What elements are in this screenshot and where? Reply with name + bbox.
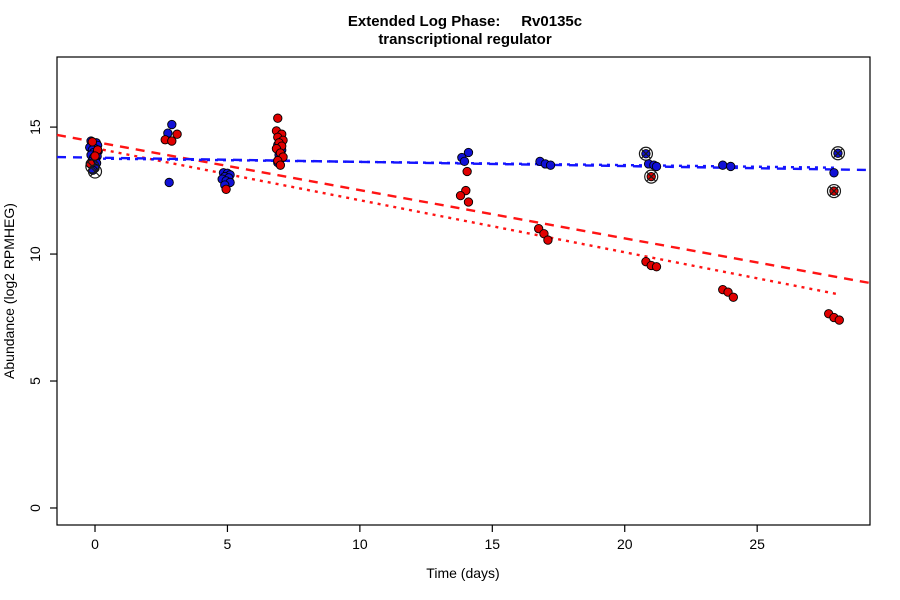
x-tick-label: 25	[749, 536, 765, 552]
outlier-flag-cross	[832, 148, 843, 159]
red-replicates-point	[462, 166, 472, 177]
blue-replicates-point	[651, 161, 662, 172]
y-tick-label: 0	[27, 504, 43, 512]
red-replicates-point	[221, 184, 231, 194]
y-tick-label: 15	[27, 119, 43, 135]
red-dashed-fit	[56, 133, 871, 285]
blue-replicates-point	[726, 161, 736, 172]
blue-replicates-point	[167, 119, 177, 130]
y-axis-label: Abundance (log2 RPMHEG)	[1, 203, 17, 379]
outlier-flag-circle	[87, 164, 103, 179]
outlier-flag-cross	[828, 186, 839, 197]
outlier-flag-circle	[830, 146, 846, 161]
red-replicates-point	[90, 151, 100, 161]
red-replicates-point	[275, 160, 286, 170]
outlier-flag-cross	[640, 148, 651, 159]
red-replicates-point	[728, 292, 738, 302]
x-tick-label: 15	[485, 536, 501, 552]
red-replicates-point	[543, 235, 553, 245]
x-tick-label: 5	[224, 536, 232, 552]
blue-replicates-point	[545, 160, 556, 170]
red-dotted-fit	[94, 146, 837, 296]
blue-replicates-point	[459, 156, 470, 167]
red-replicates-point	[172, 129, 182, 139]
red-replicates-point	[87, 137, 98, 147]
blue-replicates-point	[829, 168, 839, 178]
outlier-flag-circle	[638, 146, 654, 161]
red-replicates-point	[463, 197, 474, 207]
chart-title-line2: transcriptional regulator	[378, 31, 552, 48]
x-tick-label: 20	[617, 536, 633, 552]
outlier-flag-cross	[646, 171, 657, 182]
outlier-flag-circle	[826, 183, 842, 199]
red-replicates-point	[273, 113, 283, 123]
red-replicates-point	[834, 315, 844, 325]
blue-replicates-point	[718, 160, 728, 170]
x-tick-label: 0	[91, 536, 99, 552]
red-replicates-point	[651, 262, 662, 272]
chart-title-line1: Extended Log Phase: Rv0135c	[348, 13, 582, 30]
red-replicates-point	[167, 136, 177, 146]
plot-box	[56, 56, 871, 526]
outlier-flag-cross	[89, 166, 101, 177]
blue-replicates-point	[463, 147, 474, 158]
blue-replicates-point	[164, 177, 174, 188]
y-tick-label: 5	[27, 377, 43, 385]
outlier-flag-circle	[644, 169, 659, 184]
y-tick-label: 10	[27, 246, 43, 262]
red-replicates-point	[455, 190, 466, 201]
x-axis-label: Time (days)	[426, 565, 499, 581]
plot-area: 0 5 10 15 20 25 0 5 10 15	[27, 56, 871, 552]
x-tick-label: 10	[352, 536, 368, 552]
